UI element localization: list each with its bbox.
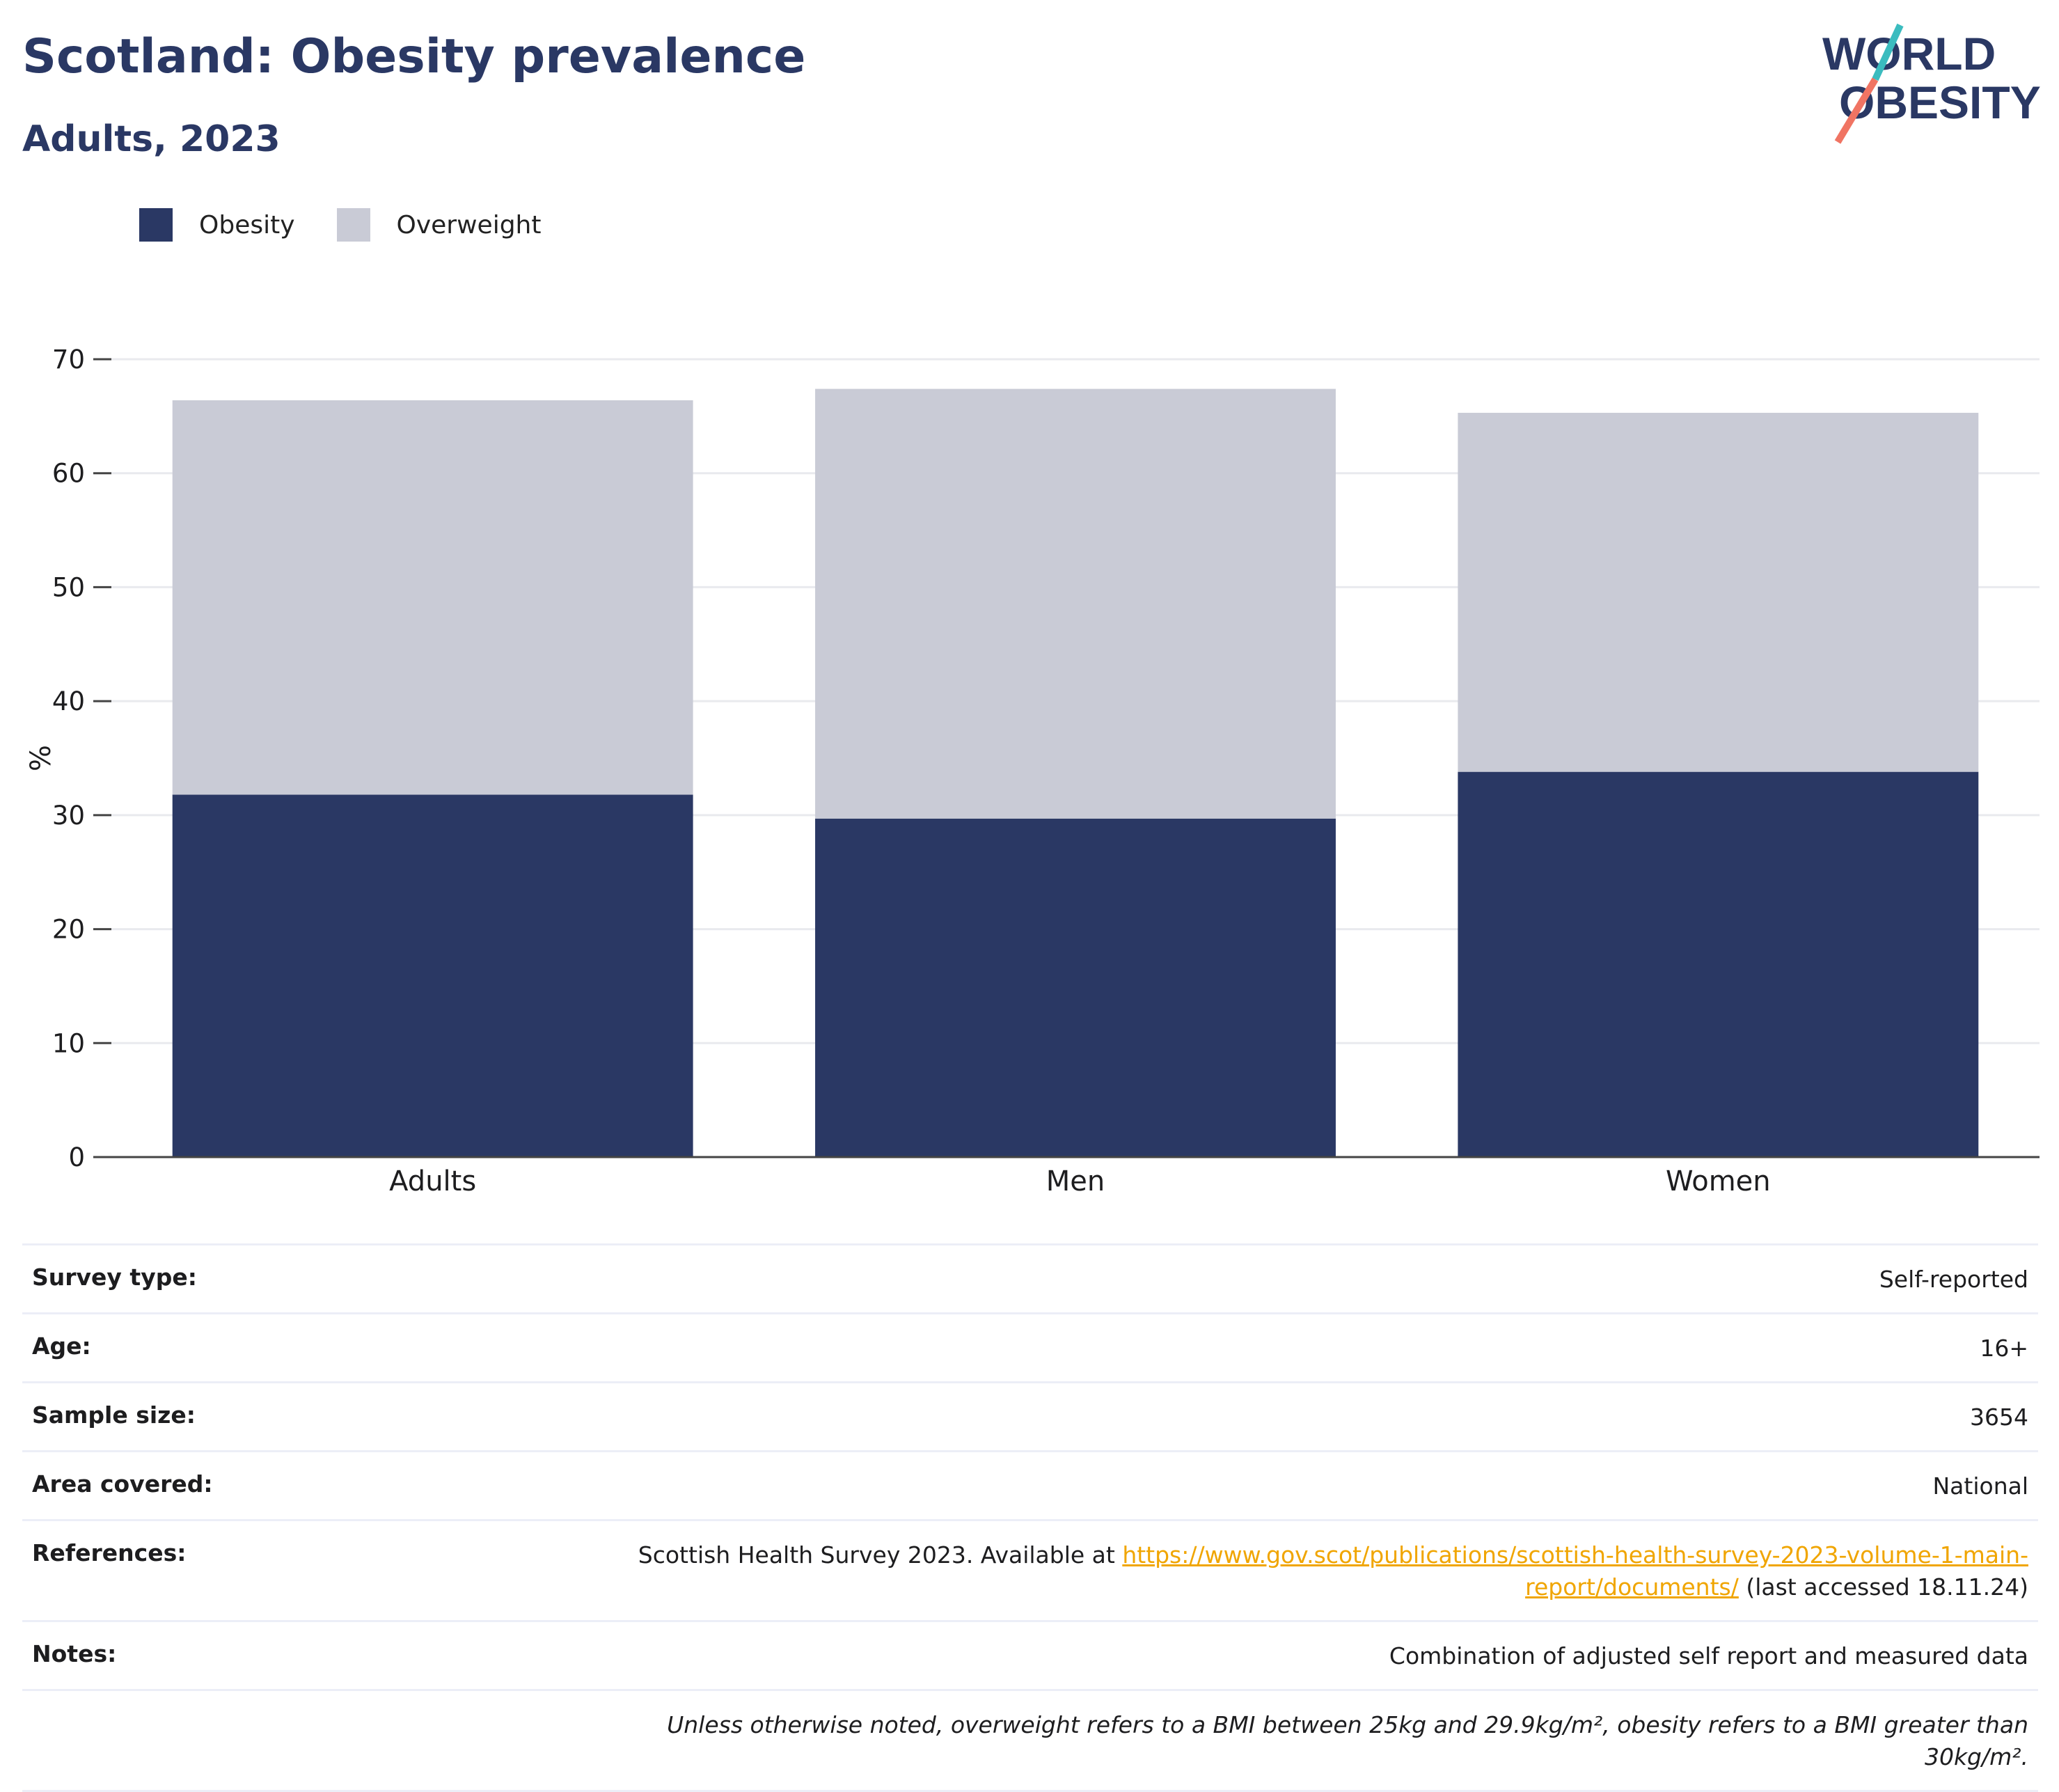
legend-swatch-obesity: [139, 208, 173, 242]
bar-obesity-men[interactable]: [815, 818, 1336, 1157]
y-tick-label: 30: [52, 801, 85, 831]
y-tick-label: 50: [52, 572, 85, 602]
x-tick-label: Men: [1046, 1165, 1105, 1197]
legend-item-obesity[interactable]: Obesity: [139, 208, 295, 242]
y-tick-label: 40: [52, 686, 85, 716]
chart-subtitle: Adults, 2023: [22, 118, 281, 160]
logo-line1: WORLD: [1822, 28, 1996, 79]
age-value: 16+: [1980, 1335, 2028, 1362]
bar-obesity-women[interactable]: [1458, 771, 1979, 1157]
stacked-bar-chart: 0 10 20 30 40 50 60 70% Adults Men Women: [25, 345, 2040, 1197]
bmi-definition-note: Unless otherwise noted, overweight refer…: [667, 1711, 2028, 1770]
bar-overweight-adults[interactable]: [172, 400, 693, 795]
bar-overweight-men[interactable]: [815, 388, 1336, 819]
survey-type-value: Self-reported: [1879, 1266, 2028, 1293]
legend-label-obesity: Obesity: [199, 210, 295, 239]
bar-overweight-women[interactable]: [1458, 412, 1979, 772]
y-axis-label: %: [25, 745, 57, 771]
info-row-notes: Notes: Combination of adjusted self repo…: [22, 1620, 2038, 1689]
y-tick-label: 70: [52, 345, 85, 375]
survey-info-table: Survey type: Self-reported Age: 16+ Samp…: [22, 1243, 2038, 1792]
references-link[interactable]: https://www.gov.scot/publications/scotti…: [1122, 1541, 2028, 1601]
references-value: Scottish Health Survey 2023. Available a…: [601, 1539, 2028, 1603]
y-tick-label: 20: [52, 915, 85, 945]
info-row-definition: Unless otherwise noted, overweight refer…: [22, 1689, 2038, 1792]
references-label: References:: [32, 1539, 187, 1566]
axes: 0 10 20 30 40 50 60 70% Adults Men Women: [25, 345, 2040, 1197]
info-row-survey-type: Survey type: Self-reported: [22, 1243, 2038, 1312]
references-prefix: Scottish Health Survey 2023. Available a…: [638, 1541, 1123, 1569]
y-tick-label: 60: [52, 459, 85, 489]
bars: [172, 388, 1979, 1157]
notes-value: Combination of adjusted self report and …: [1389, 1642, 2028, 1669]
legend-item-overweight[interactable]: Overweight: [336, 208, 542, 242]
legend-swatch-overweight: [336, 208, 370, 242]
info-row-references: References: Scottish Health Survey 2023.…: [22, 1519, 2038, 1620]
chart-legend: Obesity Overweight: [139, 206, 583, 244]
age-label: Age:: [32, 1333, 91, 1360]
logo-slash-teal: [1872, 23, 1904, 81]
y-tick-label: 0: [68, 1142, 85, 1172]
x-tick-label: Adults: [389, 1165, 476, 1197]
survey-type-label: Survey type:: [32, 1264, 197, 1291]
y-tick-label: 10: [52, 1028, 85, 1058]
info-row-sample-size: Sample size: 3654: [22, 1381, 2038, 1450]
info-row-area-covered: Area covered: National: [22, 1450, 2038, 1519]
logo-slash-coral: [1834, 77, 1879, 144]
area-covered-label: Area covered:: [32, 1470, 213, 1498]
world-obesity-logo: WORLD OBESITY: [1822, 23, 2041, 144]
x-tick-label: Women: [1666, 1165, 1771, 1197]
bar-obesity-adults[interactable]: [172, 794, 693, 1157]
notes-label: Notes:: [32, 1640, 117, 1667]
legend-label-overweight: Overweight: [396, 210, 542, 239]
area-covered-value: National: [1932, 1472, 2028, 1500]
sample-size-value: 3654: [1970, 1404, 2028, 1431]
sample-size-label: Sample size:: [32, 1401, 196, 1429]
references-suffix: (last accessed 18.11.24): [1738, 1573, 2028, 1601]
chart-title: Scotland: Obesity prevalence: [22, 29, 806, 84]
info-row-age: Age: 16+: [22, 1312, 2038, 1381]
